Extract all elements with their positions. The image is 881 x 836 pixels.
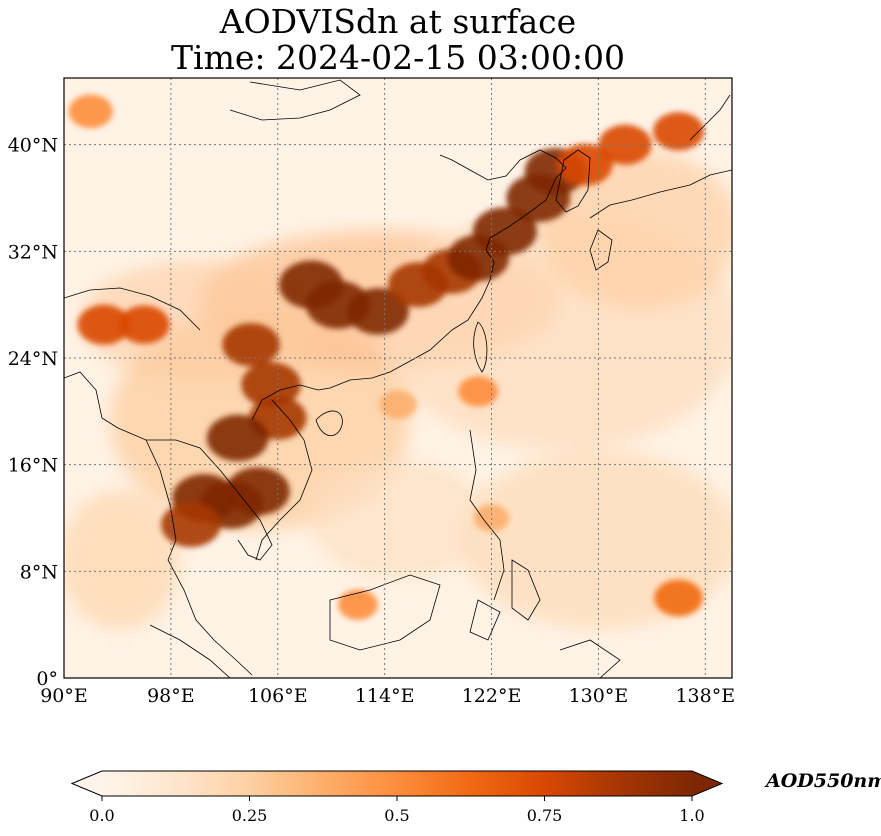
lon-tick-label: 106°E [248,685,308,707]
aod-hotspot-20 [77,304,131,345]
aod-hotspot-25 [379,390,417,420]
lat-tick-label: 40°N [8,135,58,157]
colorbar-extend-min [72,771,102,796]
gridlines [64,78,732,678]
map-title-line1: AODVISdn at surface [219,2,577,41]
colorbar-label: AOD550nm [766,770,881,792]
aod-hotspot-21 [118,305,170,344]
map-title-line2: Time: 2024-02-15 03:00:00 [171,38,625,77]
colorbar-tick-label: 0.5 [384,806,409,825]
aod-hotspot-19 [161,502,221,548]
lat-tick-label: 8°N [20,561,58,583]
aod-hotspot-12 [222,323,280,367]
lat-tick-label: 0° [36,668,58,690]
coastlines [64,79,732,678]
longitude-tick-labels: 90°E 98°E 106°E 114°E 122°E 130°E 138°E [40,685,735,707]
lat-tick-label: 32°N [8,241,58,263]
lat-tick-label: 24°N [8,348,58,370]
map-frame [63,77,733,679]
aod-hotspot-23 [654,579,703,617]
lon-tick-label: 90°E [40,685,88,707]
aod-hotspots [68,94,704,620]
lon-tick-label: 138°E [675,685,735,707]
lon-tick-label: 114°E [355,685,415,707]
colorbar-tick-label: 0.75 [527,806,563,825]
colorbar-tick-label: 1.0 [679,806,704,825]
aod-hotspot-2 [347,288,409,335]
colorbar-extend-max [692,771,722,796]
colorbar-tick-label: 0.0 [89,806,114,825]
colorbar-ticks: 0.0 0.25 0.5 0.75 1.0 [89,796,705,825]
aod-hotspot-27 [338,589,378,620]
lon-tick-label: 98°E [147,685,195,707]
lat-tick-label: 16°N [8,455,58,477]
aod-hotspot-18 [225,467,290,516]
aod-hotspot-24 [458,376,499,407]
colorbar: 0.0 0.25 0.5 0.75 1.0 [70,770,724,825]
colorbar-tick-label: 0.25 [232,806,268,825]
latitude-tick-labels: 0° 8°N 16°N 24°N 32°N 40°N [8,135,58,690]
aod-hotspot-13 [241,362,301,408]
aod-hotspot-22 [68,94,113,129]
aod-field [64,78,732,678]
lon-tick-label: 130°E [569,685,629,707]
aod-hotspot-6 [472,207,537,256]
aod-hotspot-15 [206,414,269,462]
lon-tick-label: 122°E [462,685,522,707]
aod-hotspot-11 [653,112,704,151]
colorbar-gradient [102,771,692,796]
